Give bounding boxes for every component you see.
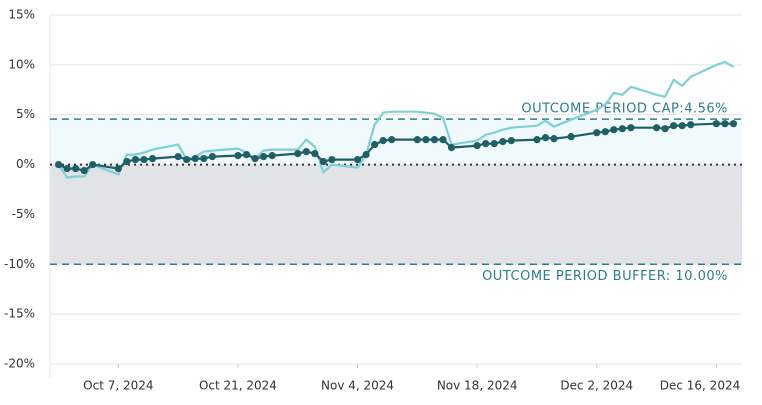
series-marker [507,137,515,145]
x-tick-label: Oct 7, 2024 [83,379,153,393]
series-marker [251,154,259,163]
series-marker [712,120,720,128]
series-marker [678,122,686,130]
x-tick-label: Oct 21, 2024 [199,379,277,393]
series-line [57,60,735,179]
reference-label: OUTCOME PERIOD CAP:4.56% [521,102,728,117]
reference-label: OUTCOME PERIOD BUFFER: 10.00% [482,269,728,284]
series-marker [362,151,370,159]
series-marker [174,152,182,161]
series-marker [601,128,609,136]
series-marker [148,154,157,163]
series-marker [311,150,319,158]
series-marker [63,164,71,173]
series-marker [627,124,635,132]
x-tick-label: Nov 18, 2024 [437,379,518,393]
series-marker [687,121,695,129]
series-marker [114,164,122,173]
x-tick-label: Dec 16, 2024 [660,379,740,393]
series-marker [371,141,379,149]
series-marker [482,140,490,148]
series-marker [661,125,669,133]
series-marker [490,140,498,148]
y-tick-label: -15% [4,307,35,321]
series-marker [80,166,88,175]
series-marker [430,136,439,144]
series-marker [294,150,302,158]
series-marker [302,148,310,156]
series-marker [670,122,678,130]
y-tick-label: 5% [16,107,35,121]
series-marker [54,160,63,169]
series-marker [541,134,550,142]
series-marker [413,136,421,144]
series-marker [567,133,575,141]
series-marker [259,152,268,161]
x-tick-label: Dec 2, 2024 [560,379,633,393]
series-marker [242,151,251,159]
series-marker [131,155,140,164]
series-marker [388,136,396,144]
series-marker [123,157,131,166]
y-tick-label: -20% [4,357,35,371]
series-marker [593,129,601,137]
series-marker [353,155,362,164]
series-marker [729,120,738,128]
series-marker [328,155,336,164]
series-marker [422,136,430,144]
series-marker [183,155,191,164]
series-marker [72,164,80,173]
series-marker [473,142,481,150]
series-marker [319,157,327,166]
y-tick-label: -10% [4,257,35,271]
series-marker [234,151,242,160]
y-tick-label: 10% [8,57,35,71]
series-marker [610,126,618,134]
series-marker [208,152,216,161]
series-marker [652,124,661,132]
series-marker [191,154,199,163]
series-marker [721,120,729,128]
series-marker [499,138,507,146]
series-marker [140,155,148,164]
series-marker [550,135,558,143]
series-marker [200,154,208,163]
series-marker [439,136,447,144]
series-marker [447,144,456,152]
series-marker [89,160,97,169]
series-marker [618,125,626,133]
y-tick-label: -5% [12,207,35,221]
x-tick-label: Nov 4, 2024 [321,379,394,393]
y-tick-label: 15% [8,8,35,22]
series-marker [379,137,387,145]
series-marker [533,136,541,144]
y-tick-label: 0% [16,157,35,171]
series-marker [268,151,276,160]
